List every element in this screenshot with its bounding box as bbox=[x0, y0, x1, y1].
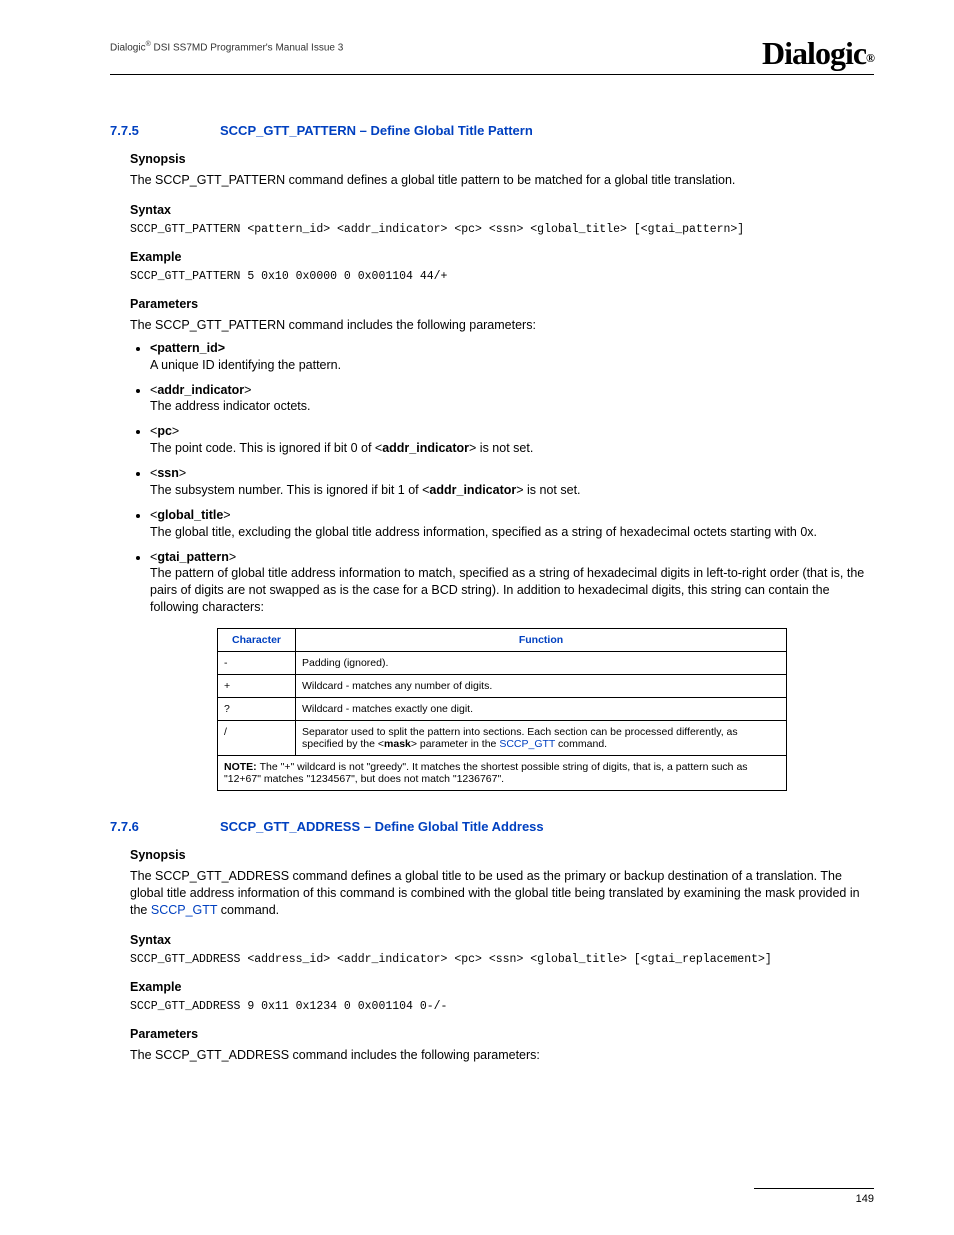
param-desc: A unique ID identifying the pattern. bbox=[150, 357, 874, 374]
section-number: 7.7.5 bbox=[110, 123, 220, 138]
table-note-row: NOTE: The "+" wildcard is not "greedy". … bbox=[218, 756, 787, 791]
param-name: <pc> bbox=[150, 424, 179, 438]
character-table: Character Function - Padding (ignored). … bbox=[217, 628, 787, 791]
syntax-code: SCCP_GTT_ADDRESS <address_id> <addr_indi… bbox=[130, 953, 874, 966]
list-item: <global_title> The global title, excludi… bbox=[150, 507, 874, 541]
example-heading: Example bbox=[130, 250, 874, 264]
example-heading: Example bbox=[130, 980, 874, 994]
section-title: SCCP_GTT_ADDRESS – Define Global Title A… bbox=[220, 819, 544, 834]
list-item: <gtai_pattern> The pattern of global tit… bbox=[150, 549, 874, 617]
col-header-character: Character bbox=[218, 629, 296, 652]
header-suffix: DSI SS7MD Programmer's Manual Issue 3 bbox=[151, 42, 344, 53]
sccp-gtt-link[interactable]: SCCP_GTT bbox=[151, 903, 217, 917]
note-text: The "+" wildcard is not "greedy". It mat… bbox=[224, 761, 748, 785]
parameters-heading: Parameters bbox=[130, 297, 874, 311]
brand-logo: Dialogic® bbox=[762, 35, 874, 72]
section-body: Synopsis The SCCP_GTT_ADDRESS command de… bbox=[130, 848, 874, 1064]
cell-character: ? bbox=[218, 698, 296, 721]
page-header: Dialogic® DSI SS7MD Programmer's Manual … bbox=[110, 35, 874, 75]
param-name: <global_title> bbox=[150, 508, 231, 522]
example-code: SCCP_GTT_ADDRESS 9 0x11 0x1234 0 0x00110… bbox=[130, 1000, 874, 1013]
param-name: <addr_indicator> bbox=[150, 383, 251, 397]
syntax-heading: Syntax bbox=[130, 933, 874, 947]
parameters-intro: The SCCP_GTT_PATTERN command includes th… bbox=[130, 317, 874, 334]
parameters-heading: Parameters bbox=[130, 1027, 874, 1041]
synopsis-text: The SCCP_GTT_ADDRESS command defines a g… bbox=[130, 868, 874, 919]
note-label: NOTE: bbox=[224, 761, 260, 773]
param-desc: The pattern of global title address info… bbox=[150, 565, 874, 616]
param-desc: The address indicator octets. bbox=[150, 398, 874, 415]
sccp-gtt-link[interactable]: SCCP_GTT bbox=[499, 738, 555, 750]
list-item: <addr_indicator> The address indicator o… bbox=[150, 382, 874, 416]
section-heading-row: 7.7.6 SCCP_GTT_ADDRESS – Define Global T… bbox=[110, 819, 874, 834]
list-item: <pc> The point code. This is ignored if … bbox=[150, 423, 874, 457]
table-row: ? Wildcard - matches exactly one digit. bbox=[218, 698, 787, 721]
param-desc: The global title, excluding the global t… bbox=[150, 524, 874, 541]
cell-character: + bbox=[218, 675, 296, 698]
param-name: <pattern_id> bbox=[150, 341, 225, 355]
note-cell: NOTE: The "+" wildcard is not "greedy". … bbox=[218, 756, 787, 791]
page-footer: 149 bbox=[754, 1188, 874, 1205]
list-item: <pattern_id> A unique ID identifying the… bbox=[150, 340, 874, 374]
list-item: <ssn> The subsystem number. This is igno… bbox=[150, 465, 874, 499]
col-header-function: Function bbox=[296, 629, 787, 652]
parameters-intro: The SCCP_GTT_ADDRESS command includes th… bbox=[130, 1047, 874, 1064]
parameter-list: <pattern_id> A unique ID identifying the… bbox=[130, 340, 874, 616]
syntax-code: SCCP_GTT_PATTERN <pattern_id> <addr_indi… bbox=[130, 223, 874, 236]
param-name: <gtai_pattern> bbox=[150, 550, 236, 564]
section-body: Synopsis The SCCP_GTT_PATTERN command de… bbox=[130, 152, 874, 791]
logo-text: Dialogic bbox=[762, 35, 866, 71]
header-brand: Dialogic bbox=[110, 42, 146, 53]
table-row: / Separator used to split the pattern in… bbox=[218, 721, 787, 756]
cell-character: - bbox=[218, 652, 296, 675]
synopsis-heading: Synopsis bbox=[130, 152, 874, 166]
table-header-row: Character Function bbox=[218, 629, 787, 652]
section-number: 7.7.6 bbox=[110, 819, 220, 834]
syntax-heading: Syntax bbox=[130, 203, 874, 217]
cell-function: Padding (ignored). bbox=[296, 652, 787, 675]
param-name: <ssn> bbox=[150, 466, 186, 480]
table-row: - Padding (ignored). bbox=[218, 652, 787, 675]
example-code: SCCP_GTT_PATTERN 5 0x10 0x0000 0 0x00110… bbox=[130, 270, 874, 283]
param-desc: The subsystem number. This is ignored if… bbox=[150, 482, 874, 499]
cell-function: Wildcard - matches any number of digits. bbox=[296, 675, 787, 698]
cell-function: Separator used to split the pattern into… bbox=[296, 721, 787, 756]
section-title: SCCP_GTT_PATTERN – Define Global Title P… bbox=[220, 123, 533, 138]
param-desc: The point code. This is ignored if bit 0… bbox=[150, 440, 874, 457]
synopsis-heading: Synopsis bbox=[130, 848, 874, 862]
document-page: Dialogic® DSI SS7MD Programmer's Manual … bbox=[0, 0, 954, 1235]
table-row: + Wildcard - matches any number of digit… bbox=[218, 675, 787, 698]
cell-character: / bbox=[218, 721, 296, 756]
logo-reg-icon: ® bbox=[866, 51, 874, 65]
synopsis-text: The SCCP_GTT_PATTERN command defines a g… bbox=[130, 172, 874, 189]
header-doc-title: Dialogic® DSI SS7MD Programmer's Manual … bbox=[110, 41, 343, 53]
cell-function: Wildcard - matches exactly one digit. bbox=[296, 698, 787, 721]
page-number: 149 bbox=[856, 1193, 874, 1205]
section-heading-row: 7.7.5 SCCP_GTT_PATTERN – Define Global T… bbox=[110, 123, 874, 138]
